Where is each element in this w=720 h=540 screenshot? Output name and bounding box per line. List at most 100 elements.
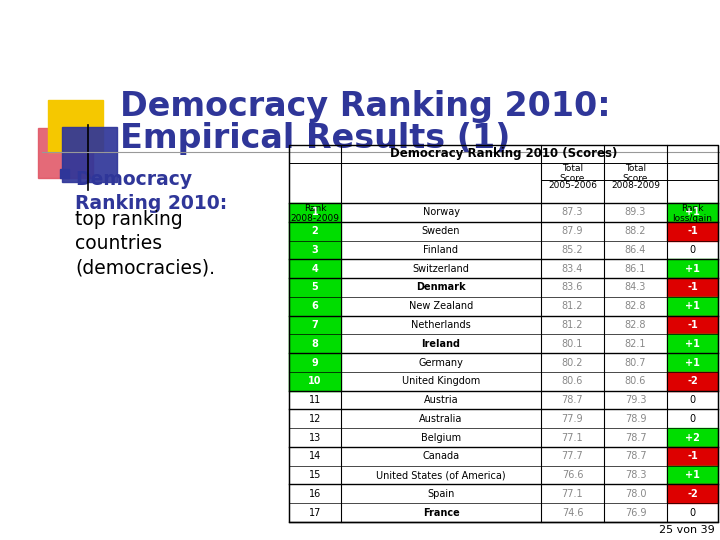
Text: +1: +1 xyxy=(685,470,700,480)
Text: 77.7: 77.7 xyxy=(562,451,583,461)
Text: 5: 5 xyxy=(312,282,318,293)
Bar xyxy=(289,145,718,522)
Text: 12: 12 xyxy=(309,414,321,424)
Bar xyxy=(289,353,341,372)
Text: Rank
2008-2009: Rank 2008-2009 xyxy=(290,204,340,224)
Bar xyxy=(667,315,718,334)
Text: 0: 0 xyxy=(690,414,696,424)
Bar xyxy=(667,372,718,390)
Bar xyxy=(667,465,718,484)
Text: 78.7: 78.7 xyxy=(625,433,647,443)
Text: 10: 10 xyxy=(308,376,322,386)
Text: 81.2: 81.2 xyxy=(562,320,583,330)
Text: +1: +1 xyxy=(685,301,700,311)
Text: 83.6: 83.6 xyxy=(562,282,583,293)
Text: 3: 3 xyxy=(312,245,318,255)
Text: Empirical Results (1): Empirical Results (1) xyxy=(120,122,510,155)
Text: 9: 9 xyxy=(312,357,318,368)
Bar xyxy=(48,100,103,152)
Text: Total
Score: Total Score xyxy=(623,164,648,184)
Bar xyxy=(62,127,117,182)
Text: New Zealand: New Zealand xyxy=(409,301,473,311)
Text: Spain: Spain xyxy=(427,489,455,499)
Bar xyxy=(667,222,718,240)
Text: -1: -1 xyxy=(687,320,698,330)
Text: 89.3: 89.3 xyxy=(625,207,646,218)
Text: 78.3: 78.3 xyxy=(625,470,647,480)
Text: Norway: Norway xyxy=(423,207,459,218)
Bar xyxy=(667,353,718,372)
Bar xyxy=(289,240,341,259)
Bar xyxy=(60,169,69,178)
Text: 25 von 39: 25 von 39 xyxy=(660,525,715,535)
Text: +1: +1 xyxy=(685,339,700,349)
Text: 76.9: 76.9 xyxy=(625,508,647,518)
Text: -1: -1 xyxy=(687,226,698,236)
Text: 87.3: 87.3 xyxy=(562,207,583,218)
Text: 86.4: 86.4 xyxy=(625,245,646,255)
Text: +1: +1 xyxy=(685,264,700,274)
Text: 15: 15 xyxy=(309,470,321,480)
Text: Australia: Australia xyxy=(419,414,463,424)
Text: Total
Score: Total Score xyxy=(560,164,585,184)
Text: Sweden: Sweden xyxy=(422,226,460,236)
Text: 88.2: 88.2 xyxy=(625,226,647,236)
Text: Germany: Germany xyxy=(418,357,464,368)
Text: 77.9: 77.9 xyxy=(562,414,583,424)
Text: 13: 13 xyxy=(309,433,321,443)
Text: Democracy Ranking 2010:: Democracy Ranking 2010: xyxy=(120,90,611,123)
Text: 14: 14 xyxy=(309,451,321,461)
Text: 80.2: 80.2 xyxy=(562,357,583,368)
Text: 81.2: 81.2 xyxy=(562,301,583,311)
Text: 2: 2 xyxy=(312,226,318,236)
Text: 83.4: 83.4 xyxy=(562,264,583,274)
Text: 80.1: 80.1 xyxy=(562,339,583,349)
Text: France: France xyxy=(423,508,459,518)
Text: 0: 0 xyxy=(690,395,696,405)
Text: 85.2: 85.2 xyxy=(562,245,583,255)
Text: 1: 1 xyxy=(312,207,318,218)
Text: 78.7: 78.7 xyxy=(625,451,647,461)
Text: 8: 8 xyxy=(312,339,318,349)
Text: 16: 16 xyxy=(309,489,321,499)
Text: Democracy Ranking 2010 (Scores): Democracy Ranking 2010 (Scores) xyxy=(390,147,617,160)
Text: top ranking
countries
(democracies).: top ranking countries (democracies). xyxy=(75,210,215,278)
Text: 2005-2006: 2005-2006 xyxy=(548,181,597,190)
Text: 0: 0 xyxy=(690,508,696,518)
Text: 80.7: 80.7 xyxy=(625,357,647,368)
Text: -2: -2 xyxy=(687,489,698,499)
Text: Democracy
Ranking 2010:: Democracy Ranking 2010: xyxy=(75,170,228,213)
Text: 87.9: 87.9 xyxy=(562,226,583,236)
Text: 7: 7 xyxy=(312,320,318,330)
Text: 79.3: 79.3 xyxy=(625,395,647,405)
Text: 82.1: 82.1 xyxy=(625,339,647,349)
Text: Denmark: Denmark xyxy=(416,282,466,293)
Text: 82.8: 82.8 xyxy=(625,301,647,311)
Text: +1: +1 xyxy=(685,207,700,218)
Text: 82.8: 82.8 xyxy=(625,320,647,330)
Text: 78.7: 78.7 xyxy=(562,395,583,405)
Bar xyxy=(667,297,718,315)
Text: 80.6: 80.6 xyxy=(625,376,646,386)
Text: Austria: Austria xyxy=(423,395,459,405)
Text: 6: 6 xyxy=(312,301,318,311)
Text: 2008-2009: 2008-2009 xyxy=(611,181,660,190)
Text: United Kingdom: United Kingdom xyxy=(402,376,480,386)
Bar xyxy=(289,203,341,222)
Text: +1: +1 xyxy=(685,357,700,368)
Bar xyxy=(667,259,718,278)
Text: 77.1: 77.1 xyxy=(562,489,583,499)
Text: 0: 0 xyxy=(690,245,696,255)
Bar xyxy=(289,259,341,278)
Text: 86.1: 86.1 xyxy=(625,264,646,274)
Text: 76.6: 76.6 xyxy=(562,470,583,480)
Text: 74.6: 74.6 xyxy=(562,508,583,518)
Text: 11: 11 xyxy=(309,395,321,405)
Bar xyxy=(289,297,341,315)
Text: Ireland: Ireland xyxy=(421,339,461,349)
Text: Netherlands: Netherlands xyxy=(411,320,471,330)
Text: United States (of America): United States (of America) xyxy=(376,470,506,480)
Text: 78.9: 78.9 xyxy=(625,414,647,424)
Bar xyxy=(38,128,93,178)
Bar xyxy=(289,334,341,353)
